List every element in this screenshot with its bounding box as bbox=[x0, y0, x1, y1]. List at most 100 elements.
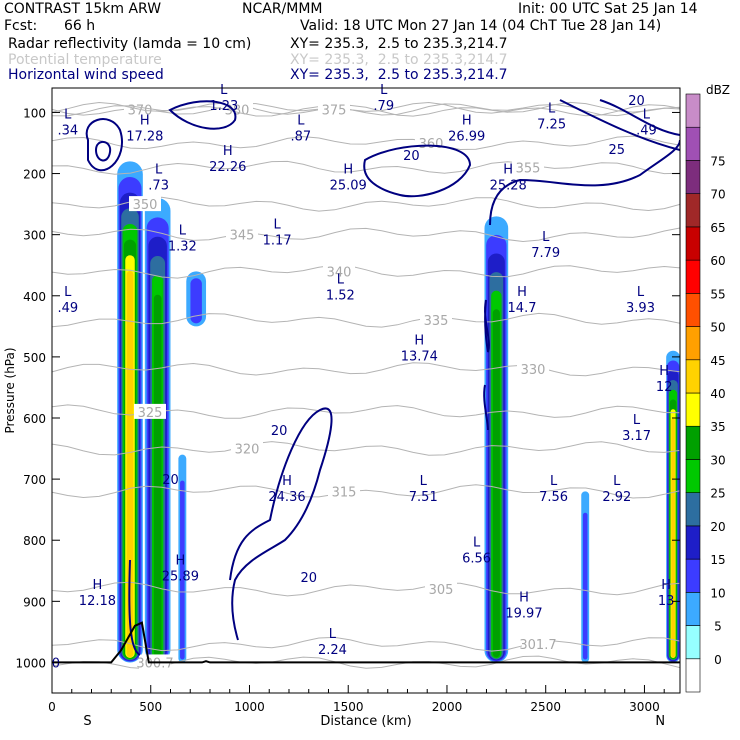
wind-extremum-H-22: H bbox=[282, 474, 292, 489]
wind-extremum-value-13: 1.17 bbox=[263, 234, 292, 249]
wind-contour-layer bbox=[85, 99, 680, 656]
wind-extremum-H-20: H bbox=[659, 364, 669, 379]
field-reflectivity-xy: XY= 235.3, 2.5 to 235.3,214.7 bbox=[290, 36, 508, 52]
wind-extremum-L-1: L bbox=[380, 83, 388, 98]
theta-contour-345 bbox=[52, 227, 680, 243]
wind-extremum-L-9: L bbox=[155, 163, 163, 178]
wind-extremum-L-4: L bbox=[64, 108, 72, 123]
wind-contour-9 bbox=[128, 559, 141, 656]
theta-label-bg bbox=[318, 101, 350, 117]
wind-contour-6 bbox=[559, 99, 680, 151]
plot-frame bbox=[51, 87, 681, 694]
colorbar-level-45: 45 bbox=[710, 354, 725, 368]
theta-label-bg bbox=[512, 159, 544, 175]
theta-label-375: 375 bbox=[322, 103, 347, 118]
wind-extremum-value-6: .87 bbox=[290, 130, 311, 145]
axes-layer: 0 500 1000 1500 2000 2500 30001002003004005006… bbox=[3, 106, 680, 729]
wind-extremum-L-13: L bbox=[274, 218, 282, 233]
wind-contour-label-2: 20 bbox=[403, 149, 420, 164]
y-tick-label-700: 700 bbox=[23, 473, 46, 487]
field-wind-name: Horizontal wind speed bbox=[8, 67, 164, 83]
colorbar-swatch-13 bbox=[685, 226, 701, 261]
reflectivity-column-2-level-1 bbox=[180, 480, 185, 660]
reflectivity-column-4-level-5 bbox=[492, 309, 500, 658]
wind-extremum-H-29: H bbox=[519, 590, 529, 605]
wind-extremum-value-3: .49 bbox=[636, 124, 657, 139]
theta-contour-330 bbox=[52, 362, 680, 377]
theta-label-340: 340 bbox=[327, 265, 352, 280]
wind-extremum-value-8: 22.26 bbox=[209, 160, 246, 175]
y-tick-label-500: 500 bbox=[23, 351, 46, 365]
x-axis-label: Distance (km) bbox=[320, 714, 411, 729]
colorbar-level-70: 70 bbox=[710, 188, 725, 202]
chart-labels-layer: L1.23L.79 L7.25L.49L.34H17.28L.87H26.99H2… bbox=[52, 83, 675, 671]
field-wind-xy: XY= 235.3, 2.5 to 235.3,214.7 bbox=[290, 67, 508, 83]
wind-extremum-L-21: L bbox=[633, 413, 641, 428]
theta-label-350: 350 bbox=[133, 198, 158, 213]
terrain-layer bbox=[52, 621, 680, 664]
theta-label-bg bbox=[226, 226, 258, 242]
theta-contour-315 bbox=[52, 484, 680, 499]
field-reflectivity-name: Radar reflectivity (lamda = 10 cm) bbox=[8, 36, 252, 52]
theta-label-355: 355 bbox=[516, 161, 541, 176]
reflectivity-layer bbox=[117, 161, 680, 663]
colorbar-swatch-16 bbox=[685, 126, 701, 161]
field-theta-name: Potential temperature bbox=[8, 52, 162, 68]
theta-label-360: 360 bbox=[419, 137, 444, 152]
y-tick-label-900: 900 bbox=[23, 595, 46, 609]
colorbar-level-40: 40 bbox=[710, 387, 725, 401]
colorbar-unit: dBZ bbox=[706, 83, 730, 97]
x-tick-label-1500: 1500 bbox=[333, 700, 364, 714]
wind-extremum-L-3: L bbox=[643, 108, 651, 123]
wind-extremum-value-21: 3.17 bbox=[622, 429, 651, 444]
colorbar-swatch-1 bbox=[685, 625, 701, 660]
theta-label-320: 320 bbox=[235, 443, 260, 458]
theta-contour-320 bbox=[52, 441, 680, 456]
header-model: CONTRAST 15km ARW bbox=[4, 1, 162, 17]
wind-extremum-value-28: 12.18 bbox=[79, 594, 116, 609]
x-tick-label-500: 500 bbox=[139, 700, 162, 714]
y-tick-label-100: 100 bbox=[23, 106, 46, 120]
wind-extremum-H-19: H bbox=[414, 334, 424, 349]
reflectivity-column-3-level-1 bbox=[190, 278, 202, 324]
wind-extremum-H-17: H bbox=[517, 285, 527, 300]
wind-extremum-H-28: H bbox=[93, 578, 103, 593]
theta-label-301.7: 301.7 bbox=[519, 638, 556, 653]
colorbar-swatch-4 bbox=[685, 525, 701, 560]
wind-contour-1 bbox=[94, 141, 112, 162]
colorbar-level-5: 5 bbox=[714, 620, 722, 634]
reflectivity-column-6-level-7 bbox=[671, 418, 675, 658]
colorbar-swatch-15 bbox=[685, 160, 701, 194]
wind-extremum-L-16: L bbox=[64, 285, 72, 300]
header-init: Init: 00 UTC Sat 25 Jan 14 bbox=[518, 1, 698, 17]
x-tick-label-0: 0 bbox=[48, 700, 56, 714]
wind-extremum-value-1: .79 bbox=[373, 99, 394, 114]
y-axis-label: Pressure (hPa) bbox=[3, 347, 17, 433]
wind-contour-label-3: 20 bbox=[271, 424, 288, 439]
wind-contour-4 bbox=[489, 139, 680, 226]
wind-extremum-H-7: H bbox=[462, 114, 472, 129]
wind-contour-label-5: 20 bbox=[300, 571, 317, 586]
wind-extremum-H-10: H bbox=[343, 163, 353, 178]
colorbar-swatch-10 bbox=[685, 326, 701, 361]
colorbar-level-15: 15 bbox=[710, 553, 725, 567]
wind-contour-0 bbox=[85, 118, 123, 172]
colorbar-swatch-5 bbox=[685, 492, 701, 527]
wind-extremum-value-31: 2.24 bbox=[318, 643, 347, 658]
wind-contour-label-4: 20 bbox=[162, 473, 179, 488]
wind-extremum-H-27: H bbox=[175, 554, 185, 569]
colorbar-level-25: 25 bbox=[710, 487, 725, 501]
colorbar-level-30: 30 bbox=[710, 453, 725, 467]
colorbar-swatch-9 bbox=[685, 359, 701, 394]
theta-label-370: 370 bbox=[128, 103, 153, 118]
colorbar-swatch-6 bbox=[685, 459, 701, 493]
wind-extremum-value-30: 13 bbox=[658, 594, 675, 609]
header-org: NCAR/MMM bbox=[242, 1, 323, 17]
wind-extremum-value-25: 2.92 bbox=[602, 490, 631, 505]
wind-extremum-value-10: 25.09 bbox=[330, 179, 367, 194]
wind-extremum-value-16: .49 bbox=[57, 301, 78, 316]
terrain-line bbox=[52, 621, 680, 664]
x-tick-label-1000: 1000 bbox=[234, 700, 265, 714]
wind-extremum-value-22: 24.36 bbox=[268, 490, 305, 505]
